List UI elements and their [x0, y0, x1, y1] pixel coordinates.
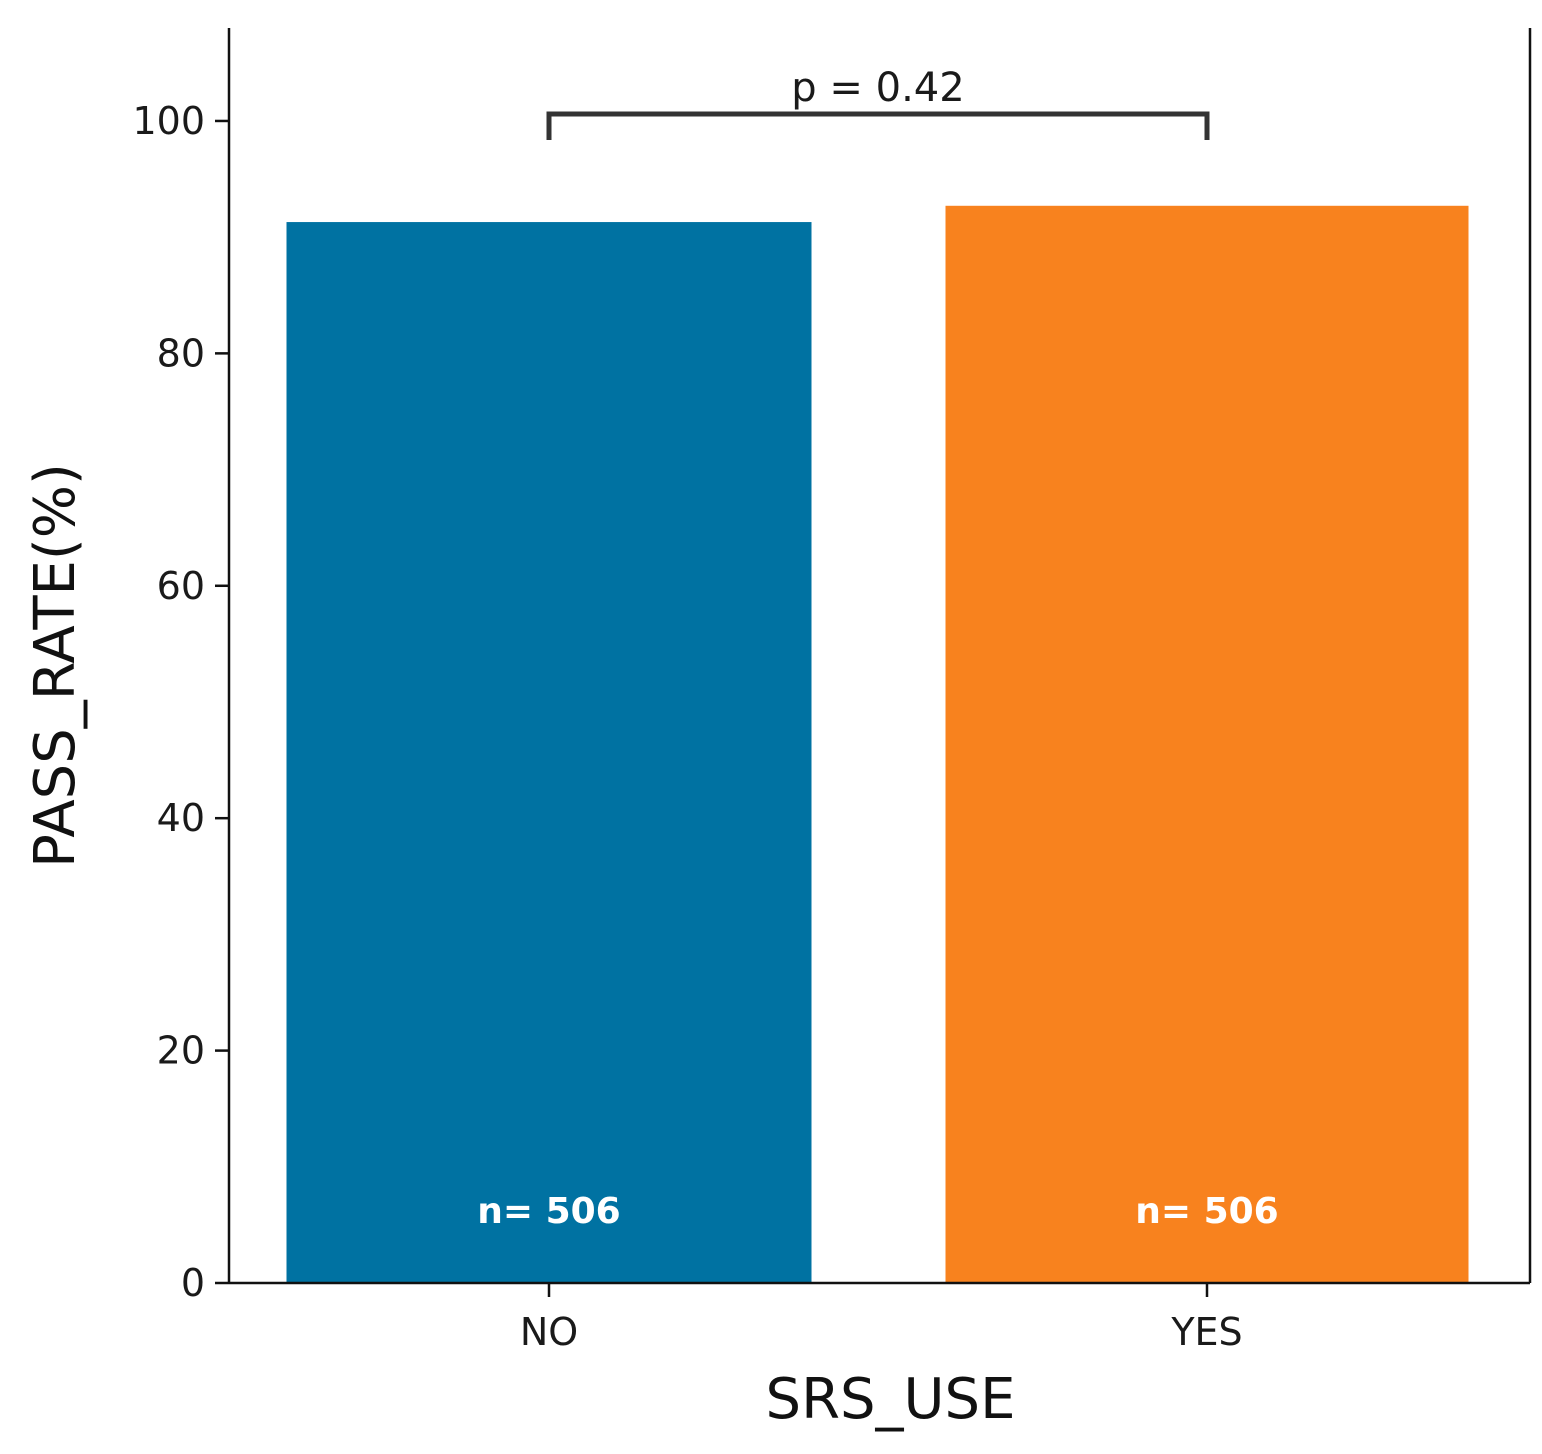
ticks-layer: 0 20 40 60 80 100 NO YES: [132, 99, 1242, 1354]
x-tick-label: NO: [520, 1310, 578, 1354]
bar-count-label: n= 506: [477, 1191, 620, 1232]
y-tick-label: 40: [157, 796, 205, 840]
x-axis-title: SRS_USE: [766, 1367, 1016, 1432]
annotation-layer: p = 0.42: [546, 65, 1210, 140]
bar-no: [286, 222, 812, 1283]
p-value-label: p = 0.42: [791, 65, 964, 111]
y-tick-label: 100: [132, 99, 205, 143]
y-axis-title: PASS_RATE(%): [23, 463, 88, 868]
axes-layer: [227, 28, 1532, 1285]
significance-bracket: [546, 111, 1210, 140]
y-tick-label: 0: [181, 1261, 205, 1305]
y-tick-label: 60: [157, 564, 205, 608]
y-tick-label: 80: [157, 331, 205, 375]
bars-layer: n= 506 n= 506: [286, 205, 1469, 1284]
x-tick-label: YES: [1170, 1310, 1242, 1354]
y-tick-label: 20: [157, 1029, 205, 1073]
bar-yes: [945, 205, 1469, 1284]
bar-count-label: n= 506: [1135, 1191, 1278, 1232]
